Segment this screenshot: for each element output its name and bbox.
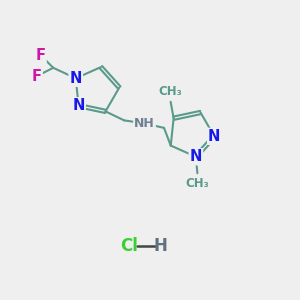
Text: N: N — [70, 71, 82, 86]
Text: H: H — [154, 237, 167, 255]
Text: NH: NH — [134, 117, 155, 130]
Text: CH₃: CH₃ — [185, 177, 209, 190]
Text: CH₃: CH₃ — [159, 85, 182, 98]
Text: F: F — [36, 48, 46, 63]
Text: Cl: Cl — [120, 237, 138, 255]
Text: F: F — [32, 69, 42, 84]
Text: N: N — [72, 98, 85, 113]
Text: N: N — [190, 149, 202, 164]
Text: N: N — [208, 129, 220, 144]
